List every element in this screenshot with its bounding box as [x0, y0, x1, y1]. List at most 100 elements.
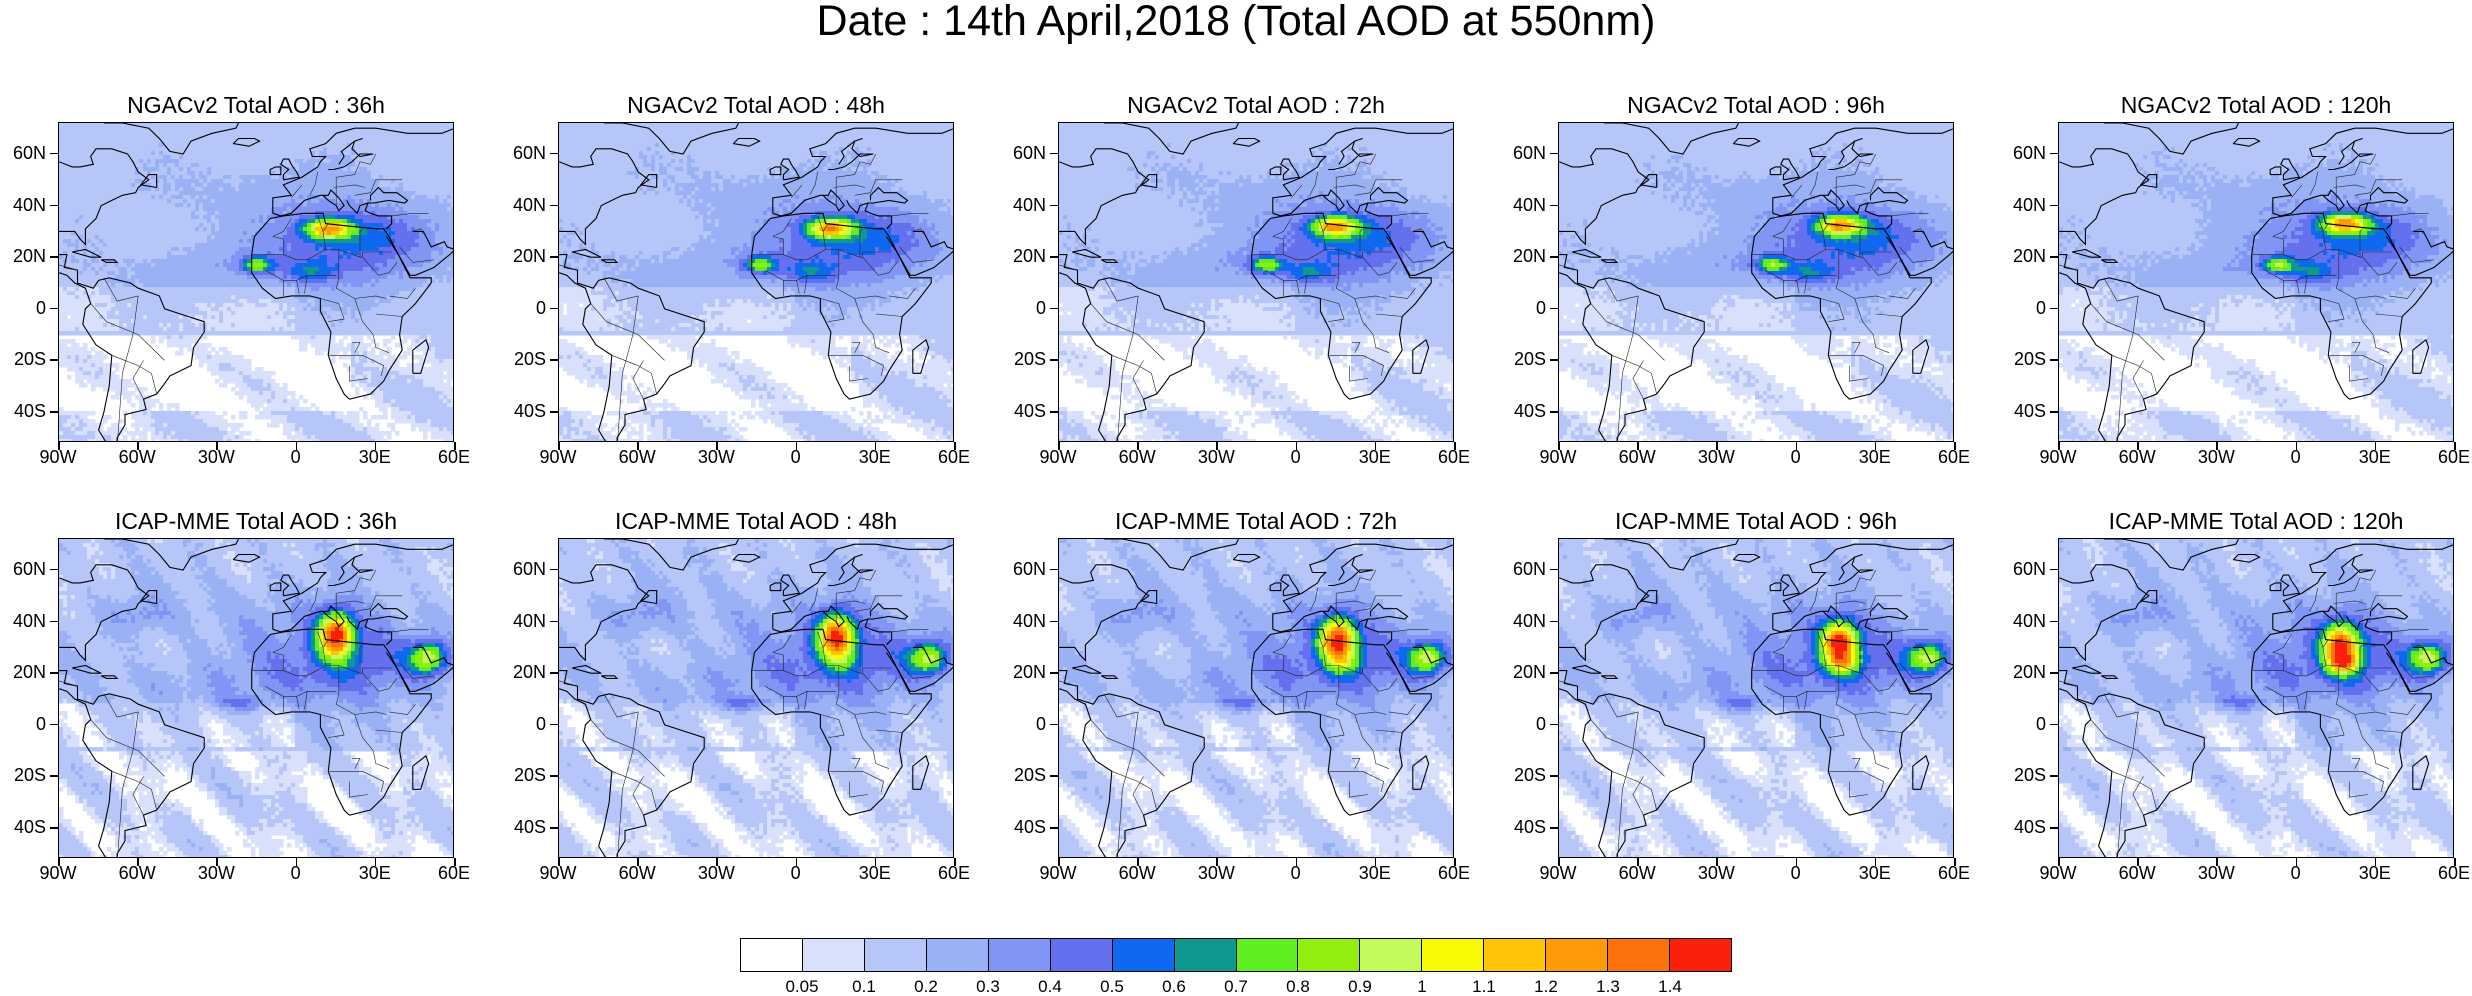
- longitude-tick: [58, 442, 60, 450]
- latitude-tick-label: 40S: [1500, 402, 1546, 420]
- latitude-tick: [2050, 308, 2058, 310]
- latitude-tick: [1550, 724, 1558, 726]
- colorbar-swatch: [927, 939, 989, 971]
- latitude-tick: [1550, 621, 1558, 623]
- longitude-tick-label: 0: [266, 448, 326, 466]
- longitude-tick-label: 30W: [2186, 864, 2246, 882]
- latitude-tick-label: 0: [0, 299, 46, 317]
- latitude-tick-label: 40S: [1000, 818, 1046, 836]
- longitude-tick: [1796, 858, 1798, 866]
- longitude-tick-label: 30E: [1845, 864, 1905, 882]
- latitude-tick: [1050, 359, 1058, 361]
- latitude-tick: [1050, 256, 1058, 258]
- latitude-tick-label: 40S: [2000, 402, 2046, 420]
- colorbar-swatch: [989, 939, 1051, 971]
- latitude-tick-label: 20S: [0, 766, 46, 784]
- longitude-tick: [137, 442, 139, 450]
- latitude-tick: [2050, 205, 2058, 207]
- aod-cells: [59, 123, 454, 442]
- latitude-tick-label: 20N: [0, 663, 46, 681]
- longitude-tick: [2296, 442, 2298, 450]
- latitude-tick: [2050, 411, 2058, 413]
- latitude-tick-label: 0: [500, 299, 546, 317]
- latitude-tick-label: 0: [1500, 299, 1546, 317]
- longitude-tick-label: 90W: [528, 864, 588, 882]
- latitude-tick: [50, 775, 58, 777]
- aod-map: [558, 538, 954, 858]
- longitude-tick: [1558, 858, 1560, 866]
- longitude-tick-label: 0: [266, 864, 326, 882]
- latitude-tick: [1550, 153, 1558, 155]
- longitude-tick-label: 0: [2266, 448, 2326, 466]
- longitude-tick: [637, 442, 639, 450]
- longitude-tick-label: 90W: [1528, 448, 1588, 466]
- longitude-tick-label: 30E: [1845, 448, 1905, 466]
- latitude-tick-label: 20N: [1000, 247, 1046, 265]
- longitude-tick: [296, 442, 298, 450]
- latitude-tick: [1550, 411, 1558, 413]
- longitude-tick: [2216, 858, 2218, 866]
- longitude-tick: [1954, 442, 1956, 450]
- longitude-tick: [375, 442, 377, 450]
- latitude-tick: [1050, 411, 1058, 413]
- colorbar-swatch: [1484, 939, 1546, 971]
- aod-field-svg: [59, 539, 454, 858]
- panel-title: NGACv2 Total AOD : 96h: [1558, 92, 1954, 118]
- longitude-tick: [1137, 858, 1139, 866]
- latitude-tick: [1050, 308, 1058, 310]
- colorbar-swatch: [1608, 939, 1670, 971]
- longitude-tick: [1296, 858, 1298, 866]
- panel-title: NGACv2 Total AOD : 36h: [58, 92, 454, 118]
- latitude-tick-label: 40S: [0, 818, 46, 836]
- longitude-tick: [637, 858, 639, 866]
- latitude-tick-label: 60N: [2000, 144, 2046, 162]
- latitude-tick: [50, 359, 58, 361]
- longitude-tick: [1454, 858, 1456, 866]
- longitude-tick-label: 60E: [924, 864, 984, 882]
- latitude-tick-label: 20N: [1500, 247, 1546, 265]
- longitude-tick: [454, 858, 456, 866]
- colorbar-label: 1.3: [1583, 978, 1633, 995]
- latitude-tick: [550, 153, 558, 155]
- latitude-tick: [1550, 359, 1558, 361]
- latitude-tick: [1550, 308, 1558, 310]
- longitude-tick: [1216, 858, 1218, 866]
- panel-title: ICAP-MME Total AOD : 72h: [1058, 508, 1454, 534]
- latitude-tick-label: 40S: [500, 818, 546, 836]
- longitude-tick: [716, 858, 718, 866]
- longitude-tick: [954, 858, 956, 866]
- latitude-tick: [1050, 775, 1058, 777]
- panel-title: ICAP-MME Total AOD : 48h: [558, 508, 954, 534]
- colorbar-label: 0.2: [901, 978, 951, 995]
- latitude-tick-label: 20N: [1500, 663, 1546, 681]
- colorbar-label: 0.4: [1025, 978, 1075, 995]
- longitude-tick: [1875, 858, 1877, 866]
- longitude-tick-label: 30W: [1186, 864, 1246, 882]
- colorbar-label: 0.9: [1335, 978, 1385, 995]
- longitude-tick: [58, 858, 60, 866]
- longitude-tick: [2137, 858, 2139, 866]
- aod-cells: [1059, 123, 1454, 442]
- colorbar-label: 0.6: [1149, 978, 1199, 995]
- longitude-tick-label: 60W: [2107, 864, 2167, 882]
- longitude-tick: [1375, 442, 1377, 450]
- longitude-tick-label: 90W: [528, 448, 588, 466]
- longitude-tick: [558, 858, 560, 866]
- longitude-tick-label: 30W: [686, 864, 746, 882]
- longitude-tick: [216, 858, 218, 866]
- longitude-tick: [796, 858, 798, 866]
- colorbar-swatch: [1670, 939, 1731, 971]
- latitude-tick-label: 60N: [1500, 144, 1546, 162]
- longitude-tick-label: 0: [1266, 448, 1326, 466]
- latitude-tick-label: 40S: [500, 402, 546, 420]
- latitude-tick: [1050, 153, 1058, 155]
- longitude-tick-label: 30W: [186, 448, 246, 466]
- latitude-tick-label: 20N: [500, 663, 546, 681]
- colorbar-label: 0.05: [777, 978, 827, 995]
- longitude-tick-label: 30W: [1686, 864, 1746, 882]
- longitude-tick-label: 60E: [1424, 448, 1484, 466]
- longitude-tick: [1558, 442, 1560, 450]
